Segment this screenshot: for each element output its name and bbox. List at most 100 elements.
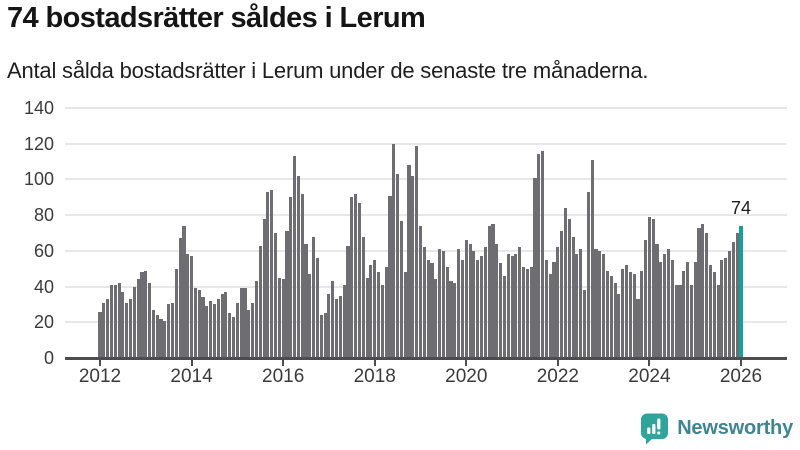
bar	[228, 313, 232, 358]
bar	[411, 175, 415, 358]
bar	[567, 218, 571, 358]
bar	[235, 302, 239, 358]
bar	[689, 284, 693, 358]
bar	[193, 288, 197, 358]
bar	[468, 243, 472, 358]
bar	[422, 247, 426, 358]
x-axis-label: 2020	[445, 366, 488, 387]
bar	[499, 263, 503, 358]
bar	[319, 315, 323, 358]
bar	[121, 291, 125, 358]
axis-tick	[556, 359, 559, 366]
bar	[491, 224, 495, 358]
bar	[277, 277, 281, 358]
bar	[231, 316, 236, 358]
bar	[148, 283, 152, 358]
bar	[113, 284, 117, 358]
bar	[178, 238, 182, 358]
bar	[525, 268, 529, 358]
bar	[731, 241, 735, 358]
bar	[289, 197, 293, 358]
bar	[308, 274, 312, 358]
bar	[670, 259, 674, 358]
bar	[441, 250, 445, 358]
bar	[701, 224, 705, 358]
bar	[586, 191, 590, 358]
bar	[575, 254, 579, 358]
bar	[449, 281, 453, 358]
bar	[315, 258, 320, 358]
bar	[415, 145, 419, 358]
axis-tick	[373, 359, 376, 366]
bar	[644, 240, 648, 358]
bar	[304, 243, 308, 358]
bar	[724, 258, 728, 358]
bar	[151, 309, 155, 358]
y-axis-label: 20	[33, 312, 54, 333]
axis-tick	[740, 359, 742, 366]
x-axis-label: 2016	[262, 366, 305, 387]
bar	[254, 281, 258, 358]
bar	[266, 191, 270, 358]
last-value-label: 74	[730, 197, 752, 218]
bar	[296, 175, 300, 358]
x-axis-label: 2018	[353, 366, 396, 387]
bar	[346, 245, 350, 358]
bar	[380, 284, 384, 358]
bar	[357, 202, 361, 358]
bar	[216, 299, 220, 358]
bar	[300, 193, 304, 358]
bar	[201, 297, 205, 358]
bar	[434, 279, 438, 358]
bar	[457, 249, 461, 358]
bar	[605, 270, 610, 358]
x-axis-line	[65, 356, 787, 360]
bar	[693, 261, 697, 358]
bar	[632, 274, 636, 358]
bar	[495, 243, 499, 358]
bar	[350, 197, 354, 358]
bar	[407, 165, 411, 358]
bar	[117, 283, 121, 358]
bar	[384, 266, 388, 358]
bar	[323, 313, 327, 358]
bar	[655, 243, 659, 358]
y-axis-label: 100	[23, 169, 54, 190]
bar	[514, 254, 518, 358]
bar	[529, 266, 533, 358]
bar	[270, 190, 274, 358]
bar	[212, 304, 217, 358]
bar	[98, 311, 102, 358]
bar	[174, 268, 178, 358]
newsworthy-logo[interactable]: Newsworthy	[639, 412, 793, 445]
bar	[144, 270, 148, 358]
axis-tick	[99, 359, 101, 366]
gridline	[65, 214, 787, 217]
bar	[537, 154, 541, 358]
bar	[624, 265, 629, 358]
bar	[430, 263, 434, 358]
bar	[460, 259, 465, 358]
bar	[666, 249, 671, 358]
bar	[472, 250, 476, 358]
bar	[686, 261, 690, 358]
bar	[682, 270, 686, 358]
bar	[716, 284, 720, 358]
bar	[735, 233, 739, 358]
bar	[224, 291, 228, 358]
bar	[571, 236, 575, 358]
bar	[136, 279, 140, 358]
bar	[521, 266, 526, 358]
bar	[132, 286, 136, 358]
bar	[697, 227, 701, 358]
bar	[128, 299, 133, 358]
bar	[609, 275, 613, 358]
bar	[373, 259, 377, 358]
bar	[262, 218, 266, 358]
y-axis-label: 0	[43, 348, 54, 368]
plot-area	[65, 107, 787, 358]
bar	[167, 304, 171, 358]
bar	[556, 247, 560, 358]
bar	[190, 256, 194, 358]
bar	[102, 302, 106, 358]
